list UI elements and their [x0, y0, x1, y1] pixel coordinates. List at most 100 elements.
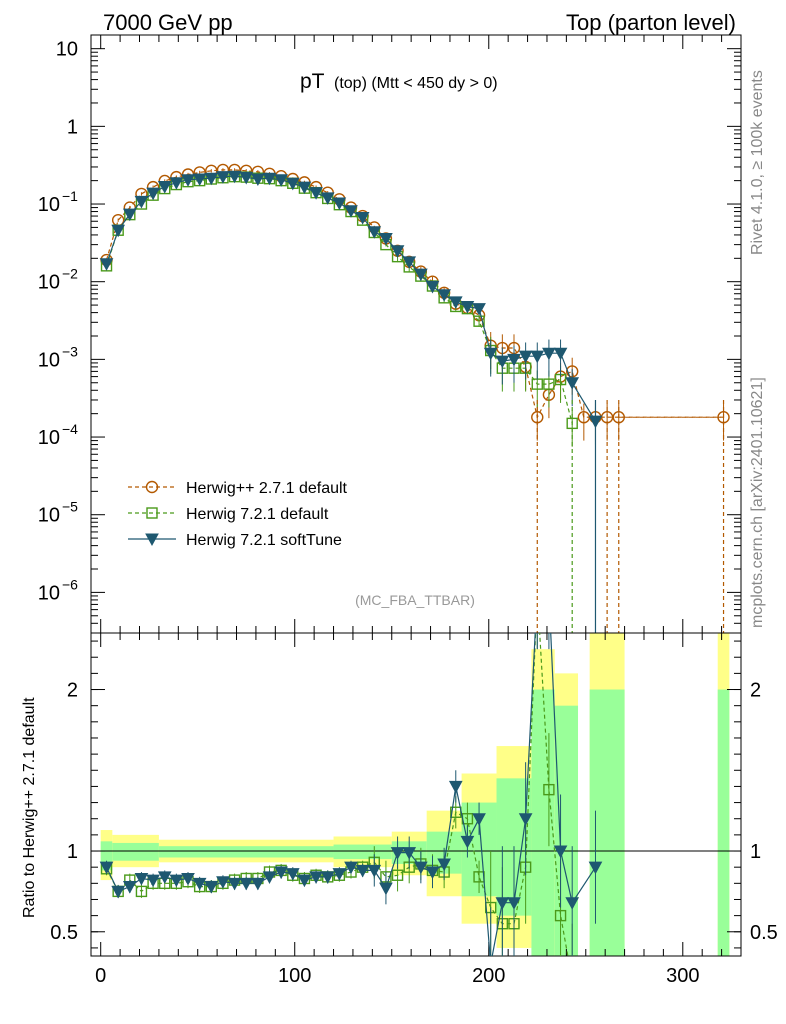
ratio-xtick-label: 200: [472, 965, 505, 987]
series-line-0: [105, 169, 724, 419]
ratio-point: [99, 861, 114, 875]
series-point: [181, 174, 195, 187]
mcplots-label: mcplots.cern.ch [arXiv:2401.10621]: [749, 377, 766, 628]
series-point: [192, 173, 207, 187]
series-point: [309, 187, 323, 200]
ratio-point: [553, 845, 568, 859]
plot-title-sub: (top) (Mtt < 450 dy > 0): [334, 75, 498, 92]
ratio-point: [157, 871, 172, 884]
series-point: [274, 174, 288, 187]
main-ytick-label: 10: [56, 39, 78, 61]
ratio-point: [251, 877, 265, 891]
main-ytick-label-exp: −3: [62, 343, 78, 359]
ratio-point: [425, 866, 440, 880]
series-point: [227, 170, 242, 184]
ratio-band-green: [554, 705, 579, 956]
ratio-ytick-label-right: 2: [750, 680, 761, 702]
ratio-point: [274, 866, 288, 880]
ratio-point: [355, 864, 370, 878]
ratio-band-green: [158, 846, 334, 858]
ratio-point: [588, 861, 603, 875]
ratio-xtick-label: 0: [95, 965, 106, 987]
ratio-point: [367, 864, 382, 878]
legend-marker: [145, 480, 159, 494]
ratio-point: [543, 588, 555, 599]
ratio-point: [239, 877, 254, 891]
header-left: 7000 GeV pp: [103, 10, 233, 35]
series-point: [448, 296, 463, 309]
ratio-ytick-label: 1: [67, 841, 78, 863]
series-point: [390, 245, 405, 258]
series-point: [437, 289, 451, 302]
ratio-point: [344, 861, 358, 875]
series-point: [379, 232, 393, 246]
ratio-point: [285, 868, 300, 881]
ratio-bands: [100, 633, 730, 956]
ratio-band-green: [531, 689, 555, 956]
ratio-point: [507, 897, 521, 910]
legend-marker: [146, 507, 158, 519]
legend-label: Herwig 7.2.1 default: [186, 506, 329, 523]
ratio-series-layer: [99, 588, 603, 956]
plot-title-main: pT: [300, 70, 325, 93]
series-point: [553, 347, 568, 361]
series-point: [157, 181, 172, 194]
series-point: [414, 268, 428, 282]
ratio-point: [414, 861, 428, 875]
series-point: [146, 187, 160, 201]
main-ytick-label: 10: [38, 582, 60, 604]
ratio-band-green: [333, 844, 392, 860]
main-ytick-label-exp: −4: [62, 421, 78, 437]
analysis-label: (MC_FBA_TTBAR): [355, 592, 475, 608]
main-ytick-label: 10: [38, 349, 60, 371]
ratio-point: [472, 813, 486, 826]
ratio-point: [391, 869, 404, 881]
header-right: Top (parton level): [566, 10, 736, 35]
ratio-point: [135, 885, 148, 898]
legend-label: Herwig 7.2.1 softTune: [186, 532, 342, 549]
legend: Herwig++ 2.7.1 default Herwig 7.2.1 defau…: [128, 480, 348, 549]
main-ytick-label: 10: [38, 505, 60, 527]
series-point: [507, 353, 521, 367]
ratio-xtick-label: 300: [666, 965, 699, 987]
ratio-point: [332, 868, 347, 881]
series-point: [495, 355, 510, 369]
series-point: [425, 280, 440, 294]
ratio-band-green: [589, 689, 625, 956]
series-point: [530, 350, 545, 364]
series-point: [460, 300, 475, 314]
main-ytick-label: 10: [38, 272, 60, 294]
series-point: [297, 181, 312, 195]
ratio-point: [297, 874, 312, 888]
series-point: [251, 173, 265, 187]
main-ytick-label-exp: −6: [62, 576, 78, 592]
series-point: [204, 172, 219, 186]
series-point: [402, 256, 417, 269]
ratio-point: [111, 885, 126, 899]
ratio-band-green: [717, 689, 730, 956]
ratio-point: [181, 872, 195, 886]
series-point: [355, 212, 370, 225]
ratio-point: [543, 783, 555, 796]
ratio-point: [518, 813, 533, 826]
series-point: [344, 205, 358, 218]
main-ytick-label-exp: −5: [62, 499, 78, 515]
series-point: [216, 171, 230, 184]
series-point: [169, 177, 184, 190]
ratio-point: [227, 877, 242, 891]
legend-label: Herwig++ 2.7.1 default: [186, 480, 348, 497]
ratio-point: [554, 909, 567, 922]
series-point: [122, 208, 137, 222]
ratio-ytick-label-right: 1: [750, 841, 761, 863]
series-point: [285, 177, 300, 191]
ratio-point: [309, 871, 323, 884]
series-point: [543, 378, 555, 390]
series-point: [367, 226, 382, 239]
ratio-point: [379, 882, 393, 896]
ratio-panel: 0.5 0.5 1 1 2 2 0 100 200 300: [50, 632, 778, 987]
ratio-point: [565, 897, 580, 910]
ratio-point: [169, 874, 184, 888]
series-point: [542, 347, 556, 361]
rivet-label: Rivet 4.1.0, ≥ 100k events: [749, 70, 766, 255]
